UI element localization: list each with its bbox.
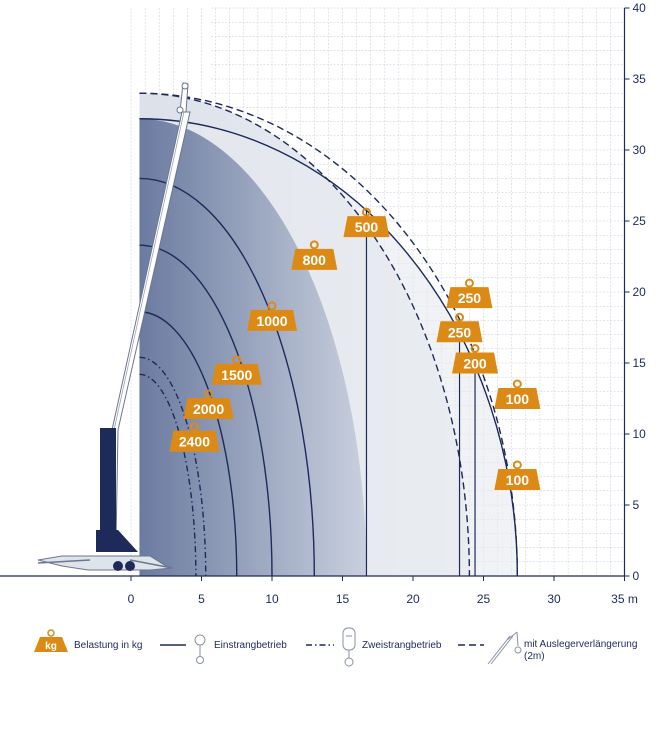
y-tick-label: 30 — [633, 143, 647, 157]
weight-shape — [452, 352, 499, 374]
y-tick-label: 5 — [633, 498, 640, 512]
load-value-label: 200 — [463, 356, 487, 372]
legend-load-label: Belastung in kg — [74, 640, 142, 651]
crane-jib-tip — [179, 82, 189, 113]
load-labels: 2400 2000 1500 1000 800 500 250 250 200 100 100 — [169, 207, 541, 490]
weight-badge-handle — [47, 629, 55, 637]
weight-shape — [183, 397, 234, 419]
outrigger-right — [129, 559, 173, 569]
double-hook-icon — [342, 627, 356, 667]
weight-badge-icon — [34, 637, 68, 652]
legend-double-label: Zweistrangbetrieb — [362, 640, 442, 651]
legend-extension-item: mit Auslegerverlängerung (2m) — [458, 631, 637, 665]
weight-handle — [470, 344, 480, 353]
load-value-label: 1500 — [221, 367, 252, 383]
load-weight-badge: 800 — [291, 240, 338, 270]
legend: kg Belastung in kg Einstrangbetrieb Zwei… — [34, 627, 637, 667]
single-hook-icon — [194, 634, 206, 664]
weight-shape — [494, 468, 541, 490]
load-weight-badge: 100 — [494, 460, 541, 490]
load-weight-badge: 250 — [436, 312, 483, 343]
weight-handle — [464, 278, 474, 288]
x-tick-label: 5 — [198, 592, 205, 606]
y-tick-label: 25 — [633, 214, 647, 228]
crane-wheel — [113, 561, 123, 571]
legend-load-item: kg Belastung in kg — [34, 629, 142, 652]
load-value-label: 250 — [458, 290, 482, 306]
y-tick-label: 0 — [633, 569, 640, 583]
x-tick-label: 10 — [265, 592, 279, 606]
jib-tip-pulley — [181, 82, 189, 90]
crane-turret — [96, 530, 138, 552]
load-weight-badge: 200 — [452, 344, 499, 374]
weight-shape — [343, 216, 390, 238]
legend-double-item: Zweistrangbetrieb — [306, 627, 442, 667]
x-tick-label: 0 — [128, 592, 135, 606]
y-tick-label: 35 — [633, 72, 647, 86]
x-tick-label: 35 m — [611, 592, 638, 606]
envelope-curve — [139, 373, 197, 577]
y-tick-label: 40 — [633, 1, 647, 15]
weight-handle — [455, 312, 465, 322]
boom-tip-pulley — [176, 106, 184, 114]
load-value-label: 2000 — [193, 401, 224, 417]
weight-handle — [189, 422, 199, 432]
envelope-curve — [139, 356, 207, 577]
load-value-label: 100 — [506, 391, 530, 407]
weight-shape — [446, 287, 493, 309]
envelope-curve — [139, 92, 471, 577]
x-tick-label: 15 — [336, 592, 350, 606]
weight-handle — [204, 389, 214, 399]
load-weight-badge: 1000 — [247, 301, 297, 331]
load-weight-badge: 500 — [343, 207, 390, 238]
y-tick-label: 20 — [633, 285, 647, 299]
weight-shape — [291, 248, 338, 270]
weight-handle — [361, 207, 371, 217]
x-tick-label: 25 — [477, 592, 491, 606]
outrigger-left — [37, 559, 91, 564]
weight-handle — [309, 240, 319, 250]
weight-shape — [211, 363, 262, 385]
crane-drawing — [37, 82, 191, 571]
x-tick-label: 30 — [547, 592, 561, 606]
load-weight-badge: 250 — [446, 278, 493, 309]
load-value-label: 500 — [355, 219, 379, 235]
legend-badge-text: kg — [45, 641, 57, 652]
crane-wheel — [125, 561, 135, 571]
crane-mast — [100, 428, 116, 544]
weight-handle — [267, 301, 277, 311]
load-value-label: 2400 — [179, 434, 210, 450]
x-tick-label: 20 — [406, 592, 420, 606]
y-tick-label: 10 — [633, 427, 647, 441]
legend-single-item: Einstrangbetrieb — [160, 634, 287, 664]
envelope-curve — [139, 244, 273, 577]
legend-single-label: Einstrangbetrieb — [214, 640, 287, 651]
weight-shape — [169, 430, 220, 452]
axes: 0 5 10 15 20 25 30 35 m 0 5 10 15 20 25 30 35 40 — [0, 1, 646, 606]
weight-shape — [436, 321, 483, 343]
load-weight-badge: 2400 — [169, 422, 220, 452]
load-value-label: 100 — [506, 472, 530, 488]
load-weight-badge: 2000 — [183, 389, 234, 419]
weight-shape — [494, 388, 541, 409]
legend-extension-label-line1: mit Auslegerverlängerung — [524, 639, 637, 650]
load-value-label: 1000 — [256, 313, 287, 329]
weight-handle — [512, 460, 522, 470]
weight-handle — [232, 355, 242, 365]
envelope-curve — [139, 177, 315, 577]
load-weight-badge: 100 — [494, 379, 541, 409]
weight-handle — [512, 379, 522, 389]
load-weight-badge: 1500 — [211, 355, 262, 385]
legend-extension-label-line2: (2m) — [524, 651, 545, 662]
weight-shape — [247, 309, 297, 331]
envelope-curve — [139, 92, 519, 577]
load-value-label: 250 — [448, 324, 472, 340]
boom-section-line — [113, 111, 185, 431]
load-value-label: 800 — [303, 252, 327, 268]
y-tick-label: 15 — [633, 356, 647, 370]
crane-chassis — [37, 555, 173, 571]
boom-extension-icon — [487, 631, 522, 665]
envelope-curve — [139, 311, 238, 577]
